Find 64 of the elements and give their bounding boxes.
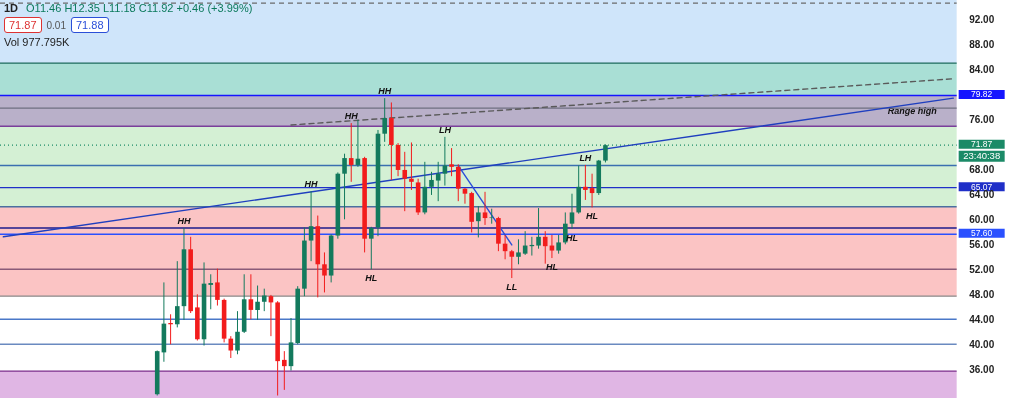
candlestick xyxy=(509,249,515,279)
y-tick-label: 40.00 xyxy=(969,338,995,350)
y-tick-label: 52.00 xyxy=(969,263,995,275)
annotation: LH xyxy=(579,152,592,163)
candlestick xyxy=(482,191,488,226)
candlestick xyxy=(282,350,287,391)
y-tick-label: 76.00 xyxy=(969,113,995,125)
annotation: HL xyxy=(545,262,558,273)
candlestick xyxy=(174,260,180,328)
annotation: HL xyxy=(365,273,378,284)
ref-line-label: 57.60 xyxy=(971,228,993,239)
candlestick xyxy=(489,208,495,225)
candlestick xyxy=(556,234,561,255)
candlestick xyxy=(476,205,481,238)
annotation: HL xyxy=(586,211,599,222)
y-tick-label: 68.00 xyxy=(969,163,995,175)
candlestick xyxy=(261,288,267,312)
y-tick-label: 88.00 xyxy=(969,38,995,50)
candlestick xyxy=(455,163,461,202)
candlestick xyxy=(563,211,568,245)
annotation: 71.88 xyxy=(71,17,109,33)
ref-line-label: 71.87 xyxy=(971,139,993,150)
annotation: 0.01 xyxy=(46,20,66,31)
annotation: HH xyxy=(378,86,392,97)
candlestick xyxy=(542,230,548,265)
y-tick-label: 92.00 xyxy=(969,13,995,25)
annotation: HH xyxy=(344,111,359,122)
candlestick xyxy=(235,310,240,355)
chart-subtitle: O11.46 H12.35 L11.18 C11.92 +0.46 (+3.99%) xyxy=(26,2,253,14)
candlestick xyxy=(215,268,220,307)
annotation: Vol 977.795K xyxy=(4,36,70,48)
candlestick xyxy=(516,238,521,265)
candlestick xyxy=(583,164,588,201)
y-tick-label: 60.00 xyxy=(969,213,995,225)
candlestick xyxy=(308,190,314,262)
candlestick xyxy=(449,147,454,177)
y-tick-label: 84.00 xyxy=(969,63,995,75)
candlestick xyxy=(382,97,387,143)
candlestick xyxy=(369,226,374,270)
y-tick-label: 56.00 xyxy=(969,238,995,250)
candlestick xyxy=(208,273,214,310)
text: 23:40:38 xyxy=(963,150,1001,162)
y-tick-label: 44.00 xyxy=(969,313,995,325)
annotation: 71.87 xyxy=(4,17,42,33)
candlestick xyxy=(348,122,354,183)
annotation: HH xyxy=(304,179,319,190)
candlestick xyxy=(409,141,414,191)
candlestick xyxy=(402,151,408,212)
annotation: LL xyxy=(506,282,518,293)
y-tick-label: 48.00 xyxy=(969,288,995,300)
chart-title: 1D xyxy=(4,2,19,14)
annotation: LH xyxy=(438,124,452,135)
y-tick-label: 36.00 xyxy=(969,363,995,375)
annotation: HH xyxy=(177,216,191,227)
candlestick xyxy=(429,171,434,196)
candlestick xyxy=(569,193,575,230)
candlestick xyxy=(248,273,254,320)
candlestick xyxy=(536,207,541,250)
band-label: Range high xyxy=(887,105,938,116)
candlestick xyxy=(322,251,327,293)
ref-line-label: 79.82 xyxy=(971,89,993,100)
candlestick xyxy=(342,153,347,220)
candlestick xyxy=(603,143,608,163)
candlestick xyxy=(255,285,260,321)
